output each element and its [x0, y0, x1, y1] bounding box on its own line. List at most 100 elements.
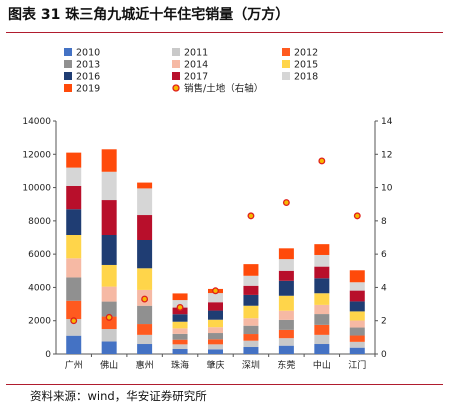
bar-segment-2010-江门 [349, 347, 365, 354]
bar-segment-2016-佛山 [101, 235, 117, 265]
x-tick-label-佛山: 佛山 [100, 359, 118, 371]
bar-segment-2011-中山 [314, 334, 330, 345]
bar-segment-2018-珠海 [172, 300, 188, 308]
bar-segment-2018-广州 [66, 167, 82, 186]
bar-segment-2015-深圳 [243, 305, 259, 319]
source-note: 资料来源：wind，华安证券研究所 [30, 389, 207, 403]
bar-segment-2012-珠海 [172, 339, 188, 345]
bar-segment-2012-江门 [349, 335, 365, 342]
legend-label-2017: 2017 [184, 72, 208, 83]
bar-segment-2017-深圳 [243, 285, 259, 295]
ratio-point-珠海 [176, 303, 184, 311]
bar-segment-2010-广州 [66, 335, 82, 354]
bar-segment-2011-珠海 [172, 344, 188, 350]
source-divider [6, 384, 443, 385]
bar-segment-2016-江门 [349, 301, 365, 312]
legend-swatch-2011 [172, 48, 180, 56]
y-tick-label-right: 10 [381, 184, 393, 194]
bar-segment-2012-佛山 [101, 316, 117, 330]
bar-segment-2017-东莞 [278, 270, 294, 281]
ratio-point-江门 [353, 212, 361, 220]
bar-segment-2017-惠州 [137, 215, 153, 240]
bar-segment-2019-惠州 [137, 182, 153, 189]
chart-title: 图表 31 珠三角九城近十年住宅销量（万方） [8, 7, 290, 23]
title-divider [6, 32, 443, 33]
bar-segment-2013-江门 [349, 327, 365, 336]
bar-segment-2016-肇庆 [208, 310, 223, 320]
bar-segment-2012-惠州 [137, 324, 153, 335]
bar-segment-2013-肇庆 [208, 333, 223, 340]
bar-segment-2013-东莞 [278, 319, 294, 330]
bar-segment-2018-肇庆 [208, 293, 223, 303]
y-tick-label-left: 0 [45, 350, 51, 360]
bar-segment-2015-中山 [314, 293, 330, 305]
bar-segment-2016-广州 [66, 209, 82, 236]
bar-segment-2011-惠州 [137, 334, 153, 345]
legend-swatch-2017 [172, 72, 180, 80]
bar-segment-2011-广州 [66, 319, 82, 336]
bar-segment-2014-肇庆 [208, 327, 223, 334]
bar-segment-2017-广州 [66, 185, 82, 210]
bar-segment-2018-佛山 [101, 171, 117, 201]
bar-segment-2016-珠海 [172, 314, 188, 322]
y-tick-label-right: 2 [381, 317, 387, 327]
bar-segment-2015-佛山 [101, 264, 117, 287]
bar-segment-2015-珠海 [172, 321, 188, 329]
legend-swatch-2015 [282, 60, 290, 68]
bar-segment-2015-东莞 [278, 295, 294, 311]
bar-segment-2010-珠海 [172, 349, 188, 354]
bar-segment-2010-中山 [314, 344, 330, 354]
legend-marker-ratio [172, 84, 180, 92]
y-tick-label-left: 8000 [28, 217, 51, 227]
bar-segment-2019-中山 [314, 244, 330, 255]
legend-swatch-2013 [64, 60, 72, 68]
legend-label-2015: 2015 [294, 60, 318, 71]
bar-segment-2017-珠海 [172, 307, 188, 315]
bar-segment-2010-肇庆 [208, 349, 223, 354]
bar-segment-2015-广州 [66, 235, 82, 259]
y-tick-label-left: 12000 [22, 150, 51, 160]
bar-segment-2013-深圳 [243, 325, 259, 335]
legend-label-2018: 2018 [294, 72, 318, 83]
bar-segment-2017-佛山 [101, 200, 117, 236]
bar-segment-2012-东莞 [278, 329, 294, 339]
bar-segment-2011-深圳 [243, 340, 259, 348]
bar-segment-2010-佛山 [101, 341, 117, 354]
legend-swatch-2014 [172, 60, 180, 68]
bar-segment-2011-东莞 [278, 338, 294, 346]
bar-segment-2019-珠海 [172, 293, 188, 301]
bar-segment-2013-中山 [314, 314, 330, 325]
ratio-point-东莞 [282, 199, 290, 206]
bar-segment-2014-江门 [349, 320, 365, 328]
legend-label-ratio: 销售/土地（右轴） [184, 83, 263, 95]
y-tick-label-right: 8 [381, 217, 387, 227]
bar-segment-2012-肇庆 [208, 339, 223, 345]
bar-segment-2018-东莞 [278, 259, 294, 271]
bar-segment-2017-江门 [349, 290, 365, 302]
bar-segment-2018-中山 [314, 254, 330, 267]
y-tick-label-right: 0 [381, 350, 387, 360]
y-tick-label-left: 2000 [28, 317, 51, 327]
bar-segment-2018-惠州 [137, 188, 153, 216]
bar-segment-2014-广州 [66, 258, 82, 278]
y-tick-label-right: 14 [381, 117, 393, 127]
y-tick-label-left: 6000 [28, 250, 51, 260]
bar-segment-2014-中山 [314, 304, 330, 315]
bar-segment-2014-佛山 [101, 286, 117, 302]
legend-label-2011: 2011 [184, 48, 208, 59]
ratio-point-广州 [70, 317, 78, 325]
x-tick-label-深圳: 深圳 [242, 360, 260, 371]
x-tick-label-广州: 广州 [65, 359, 83, 371]
bar-segment-2015-江门 [349, 311, 365, 321]
bar-segment-2014-珠海 [172, 328, 188, 334]
bar-segment-2018-深圳 [243, 275, 259, 286]
bar-segment-2018-江门 [349, 282, 365, 291]
bar-segment-2019-佛山 [101, 149, 117, 172]
bar-segment-2019-江门 [349, 270, 365, 283]
x-tick-label-珠海: 珠海 [171, 359, 189, 371]
y-tick-label-left: 10000 [22, 184, 51, 194]
bar-segment-2012-深圳 [243, 334, 259, 341]
bar-segment-2016-深圳 [243, 294, 259, 306]
